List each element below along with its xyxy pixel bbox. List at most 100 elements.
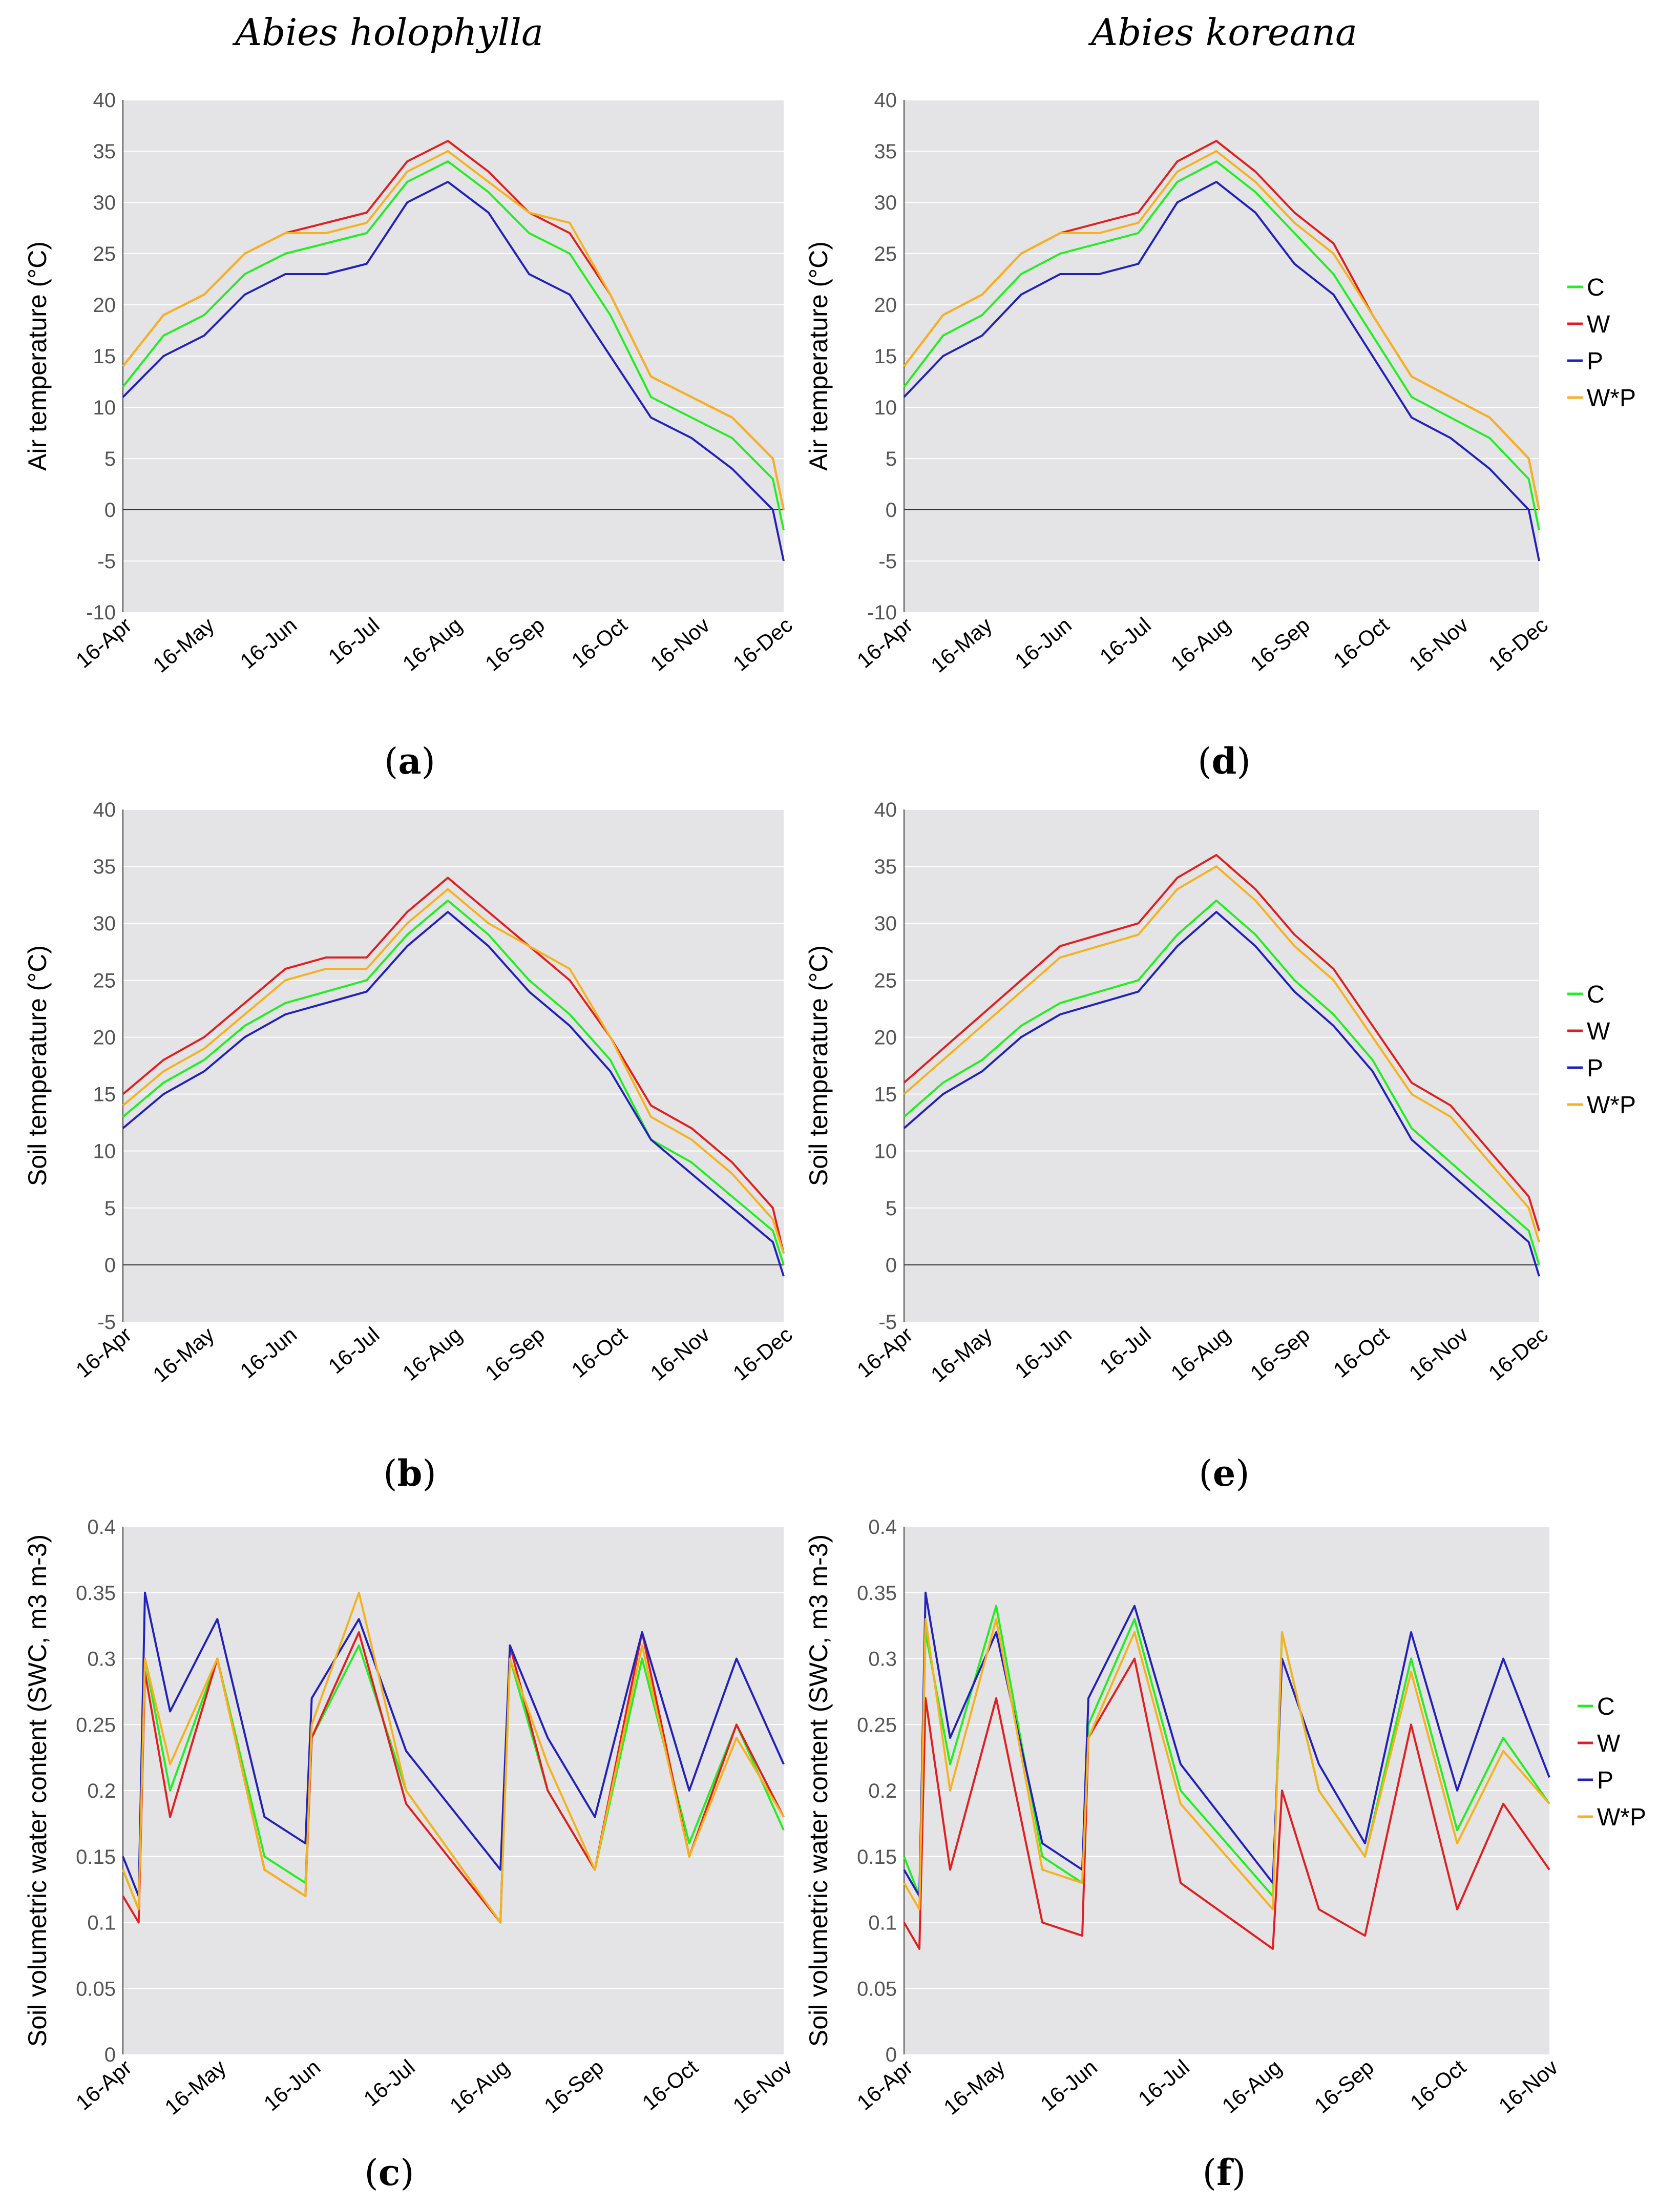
- series-line-W: [122, 877, 785, 1254]
- x-tick-label: 16-Oct: [567, 1322, 632, 1382]
- chart-panel-f: 0 0.05 0.1 0.15 0.2 0.25 0.3 0.35 0.4 16-Apr 16-Ma…: [804, 1516, 1563, 2194]
- x-tick-label: 16-Jun: [1010, 1322, 1076, 1383]
- y-axis-title: Soil temperature (°C): [23, 945, 52, 1186]
- y-tick-label: -10: [86, 601, 116, 624]
- series-line-C: [122, 899, 785, 1265]
- y-tick-label: 10: [93, 397, 116, 419]
- x-tick-label: 16-Jul: [1133, 2055, 1194, 2111]
- legend-label: P: [1597, 1767, 1613, 1794]
- y-tick-label: 30: [874, 912, 897, 935]
- x-tick-label: 16-Sep: [480, 613, 549, 676]
- plot-area: [123, 809, 784, 1322]
- y-tick-label: 0.15: [76, 1846, 116, 1868]
- x-tick-label: 16-Nov: [728, 2055, 797, 2118]
- y-axis-title: Air temperature (°C): [804, 241, 833, 471]
- x-tick-label: 16-Apr: [71, 2055, 136, 2115]
- x-tick-label: 16-Jul: [324, 1322, 384, 1379]
- y-tick-label: 25: [874, 243, 897, 265]
- x-tick-label: 16-Jun: [236, 1322, 302, 1383]
- x-tick-label: 16-Aug: [398, 613, 467, 676]
- y-tick-label: 30: [874, 192, 897, 214]
- series-line-C: [122, 160, 785, 531]
- y-tick-label: 35: [874, 856, 897, 878]
- y-tick-label: 0: [886, 499, 897, 522]
- series-line-WP: [903, 865, 1540, 1242]
- x-tick-label: 16-May: [149, 613, 219, 677]
- y-tick-label: 10: [874, 397, 897, 419]
- y-tick-label: 5: [886, 448, 897, 470]
- y-tick-label: 0.35: [76, 1582, 116, 1605]
- legend-label: P: [1587, 348, 1603, 375]
- series-line-WP: [122, 1591, 785, 1924]
- series-line-P: [122, 181, 785, 562]
- x-tick-label: 16-Aug: [1166, 613, 1235, 676]
- y-tick-label: 5: [886, 1197, 897, 1220]
- y-tick-label: 15: [93, 345, 116, 368]
- chart-panel-c: 0 0.05 0.1 0.15 0.2 0.25 0.3 0.35 0.4 16-Apr 16-Ma…: [23, 1516, 797, 2194]
- x-tick-label: 16-Sep: [539, 2055, 608, 2118]
- series-line-P: [903, 911, 1540, 1277]
- y-tick-label: 25: [874, 969, 897, 992]
- legend-label: C: [1597, 1693, 1615, 1720]
- y-tick-label: 0.1: [868, 1912, 897, 1935]
- y-tick-label: 0.25: [76, 1714, 116, 1736]
- x-tick-label: 16-Sep: [480, 1322, 549, 1385]
- legend-label: W*P: [1597, 1804, 1646, 1831]
- y-tick-label: 35: [93, 140, 116, 163]
- series-line-C: [903, 160, 1540, 531]
- legend: CWP W*P: [1567, 981, 1636, 1119]
- y-tick-label: 0.4: [87, 1516, 116, 1538]
- legend: CWP W*P: [1578, 1693, 1646, 1831]
- legend-label: C: [1587, 274, 1605, 301]
- y-tick-label: 10: [93, 1140, 116, 1163]
- y-tick-label: 0.2: [87, 1780, 116, 1802]
- panels: -10 -5 0 5 10 15 20 25 30 35 40 16-Apr 16-May 16-Jun 1…: [23, 89, 1563, 2194]
- x-tick-label: 16-Nov: [1494, 2055, 1563, 2118]
- x-tick-label: 16-Jun: [259, 2055, 325, 2116]
- y-tick-label: 40: [874, 89, 897, 112]
- y-axis-title: Soil volumetric water content (SWC, m3 m…: [804, 1534, 833, 2047]
- x-tick-label: 16-Nov: [1404, 1322, 1473, 1385]
- x-tick-label: 16-Nov: [646, 1322, 715, 1385]
- series-line-WP: [122, 888, 785, 1254]
- y-tick-label: 0.2: [868, 1780, 897, 1802]
- x-tick-label: 16-May: [926, 613, 997, 677]
- x-tick-label: 16-Dec: [1484, 613, 1552, 676]
- x-tick-label: 16-Oct: [638, 2055, 703, 2115]
- y-tick-label: 30: [93, 192, 116, 214]
- y-tick-label: -5: [97, 550, 116, 573]
- x-tick-label: 16-May: [939, 2055, 1010, 2119]
- y-tick-label: 40: [93, 89, 116, 112]
- legend-label: C: [1587, 981, 1605, 1008]
- series-line-P: [122, 911, 785, 1277]
- y-tick-label: 0.3: [87, 1648, 116, 1671]
- y-tick-label: 15: [874, 1084, 897, 1106]
- y-tick-label: 35: [93, 856, 116, 878]
- y-tick-label: 15: [93, 1084, 116, 1106]
- x-tick-label: 16-Oct: [1405, 2055, 1471, 2115]
- panel-caption: (e): [1199, 1452, 1249, 1494]
- x-tick-label: 16-Jul: [1095, 613, 1156, 669]
- y-tick-label: 40: [874, 799, 897, 821]
- y-tick-label: 0.4: [868, 1516, 897, 1538]
- y-tick-label: 40: [93, 799, 116, 821]
- x-tick-label: 16-Sep: [1310, 2055, 1378, 2118]
- legend-label: W: [1587, 311, 1610, 338]
- y-tick-label: 0.05: [76, 1978, 116, 2000]
- y-tick-label: 0: [886, 1254, 897, 1277]
- x-tick-label: 16-Jun: [236, 613, 302, 674]
- x-tick-label: 16-Aug: [445, 2055, 514, 2118]
- x-tick-label: 16-Nov: [646, 613, 715, 676]
- x-tick-label: 16-Apr: [852, 2055, 917, 2115]
- series-line-W: [903, 854, 1540, 1231]
- x-tick-label: 16-Jul: [1095, 1322, 1156, 1379]
- y-tick-label: 20: [93, 1026, 116, 1049]
- series-line-W: [903, 1657, 1550, 1950]
- y-tick-label: -10: [867, 601, 897, 624]
- x-tick-label: 16-Aug: [1217, 2055, 1286, 2118]
- x-tick-label: 16-Oct: [1329, 1322, 1394, 1382]
